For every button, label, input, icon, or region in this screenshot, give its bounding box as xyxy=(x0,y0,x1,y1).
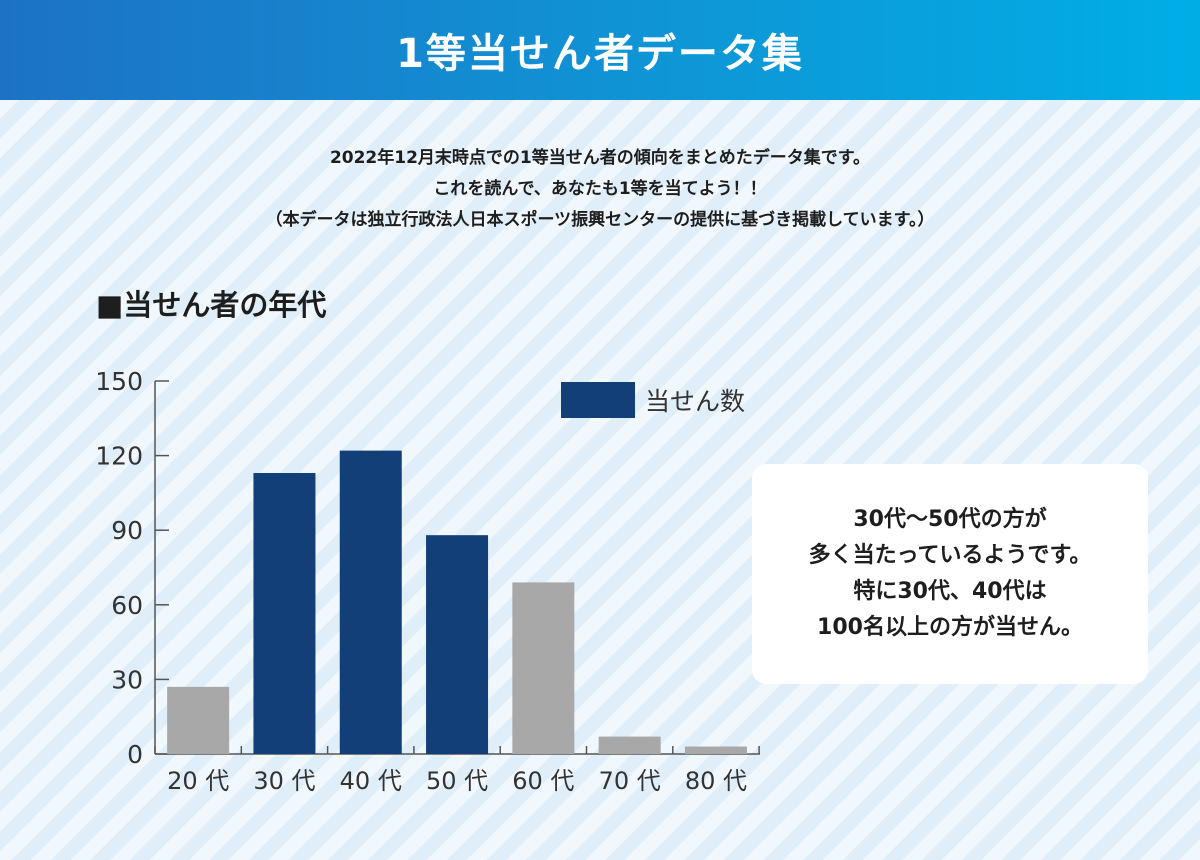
intro-line-3: （本データは独立行政法人日本スポーツ振興センターの提供に基づき掲載しています。） xyxy=(265,210,935,230)
y-tick-label: 120 xyxy=(95,442,143,471)
callout-line-3: 特に30代、40代は xyxy=(853,579,1047,604)
x-tick-label: 80 代 xyxy=(685,767,747,795)
legend-swatch xyxy=(561,382,635,418)
x-tick-label: 50 代 xyxy=(426,767,488,795)
legend-label: 当せん数 xyxy=(645,387,745,416)
bar-70s xyxy=(598,736,661,754)
y-tick-label: 90 xyxy=(111,516,143,545)
bar-20s xyxy=(167,686,230,754)
callout-line-2: 多く当たっているようです。 xyxy=(808,543,1092,568)
age-bar-chart: 0 30 60 90 120 150 20 代 30 代 40 代 50 代 60 代 70 代 80 … xyxy=(95,367,760,795)
y-tick-label: 150 xyxy=(95,367,143,396)
bar-30s xyxy=(253,473,316,754)
bar-80s xyxy=(684,746,747,754)
intro-line-1: 2022年12月末時点での1等当せん者の傾向をまとめたデータ集です。 xyxy=(329,148,871,168)
y-tick-label: 0 xyxy=(127,740,143,769)
x-tick-label: 70 代 xyxy=(599,767,661,795)
callout-line-4: 100名以上の方が当せん。 xyxy=(817,615,1083,640)
x-tick-label: 40 代 xyxy=(340,767,402,795)
callout-line-1: 30代〜50代の方が xyxy=(853,507,1047,532)
x-tick-label: 30 代 xyxy=(253,767,315,795)
page-title: 1等当せん者データ集 xyxy=(396,31,804,77)
bar-40s xyxy=(339,450,402,754)
intro-line-2: これを読んで、あなたも1等を当てよう！！ xyxy=(433,179,767,199)
bar-50s xyxy=(426,535,489,754)
y-tick-label: 60 xyxy=(111,591,143,620)
bar-60s xyxy=(512,582,575,754)
callout-box: 30代〜50代の方が 多く当たっているようです。 特に30代、40代は 100名… xyxy=(752,464,1148,684)
intro-text: 2022年12月末時点での1等当せん者の傾向をまとめたデータ集です。 これを読ん… xyxy=(0,143,1200,236)
x-tick-label: 60 代 xyxy=(512,767,574,795)
y-tick-label: 30 xyxy=(111,665,143,694)
header-banner: 1等当せん者データ集 xyxy=(0,0,1200,100)
section-title: ■当せん者の年代 xyxy=(96,288,327,322)
x-tick-label: 20 代 xyxy=(167,767,229,795)
